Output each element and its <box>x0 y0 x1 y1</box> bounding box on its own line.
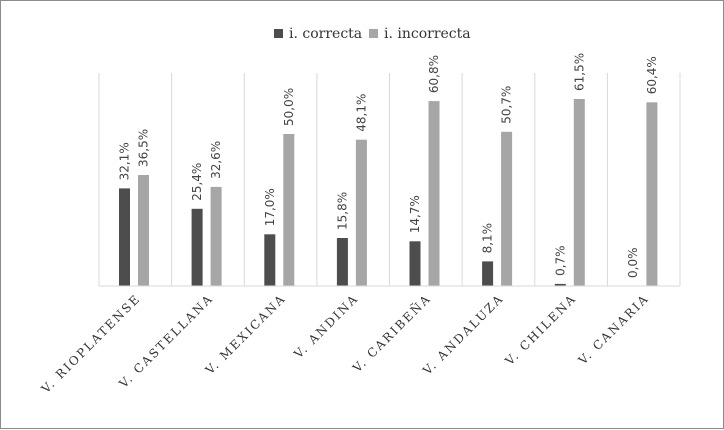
legend: i. correcta i. incorrecta <box>274 26 471 42</box>
data-label: 60,4% <box>645 56 659 94</box>
bar-i-correcta <box>264 234 276 286</box>
category-gridlines <box>98 73 681 286</box>
data-label: 0,7% <box>553 245 567 276</box>
data-label: 15,8% <box>335 192 349 230</box>
bar-i-incorrecta <box>138 175 149 286</box>
bar-i-correcta <box>336 238 348 286</box>
data-label: 0,0% <box>626 248 640 279</box>
legend-swatch <box>274 29 283 38</box>
bar-i-correcta <box>482 261 494 286</box>
data-label: 25,4% <box>190 163 204 201</box>
data-label: 32,6% <box>209 141 223 179</box>
x-tick-label: V. ANDALUZA <box>419 291 506 378</box>
data-label: 50,0% <box>282 88 296 126</box>
bar-i-incorrecta <box>355 139 367 286</box>
bar-i-incorrecta <box>646 102 658 286</box>
data-label: 50,7% <box>500 86 514 124</box>
data-label: 60,8% <box>427 55 441 93</box>
data-label: 36,5% <box>137 129 151 167</box>
data-labels: 32,1% 25,4% 17,0% 15,8% 14,7% 8,1% 0,7% 0,0% 36,… <box>118 53 659 278</box>
legend-swatch <box>369 29 378 38</box>
x-tick-label: V. CANARIA <box>575 291 652 368</box>
data-label: 61,5% <box>572 53 586 91</box>
data-label: 48,1% <box>354 94 368 132</box>
legend-label: i. incorrecta <box>384 26 471 42</box>
bar-i-correcta <box>554 283 566 286</box>
bar-i-correcta <box>409 241 421 286</box>
bar-i-incorrecta <box>573 99 585 286</box>
bar-i-correcta <box>191 208 203 286</box>
data-label: 32,1% <box>118 142 132 180</box>
data-label: 14,7% <box>408 195 422 233</box>
bar-i-correcta <box>119 188 130 286</box>
legend-label: i. correcta <box>289 26 362 42</box>
bar-i-incorrecta <box>428 101 440 286</box>
bar-i-incorrecta <box>283 134 295 286</box>
x-tick-label: V. CARIBEÑA <box>349 291 434 376</box>
x-tick-label: V. ANDINA <box>291 291 362 362</box>
data-label: 17,0% <box>263 188 277 226</box>
bar-i-incorrecta <box>210 186 222 286</box>
x-tick-label: V. CHILENA <box>502 291 579 368</box>
bar-i-incorrecta <box>501 131 513 286</box>
x-tick-label: V. MEXICANA <box>202 291 289 378</box>
bars <box>119 99 658 286</box>
data-label: 8,1% <box>481 223 495 253</box>
